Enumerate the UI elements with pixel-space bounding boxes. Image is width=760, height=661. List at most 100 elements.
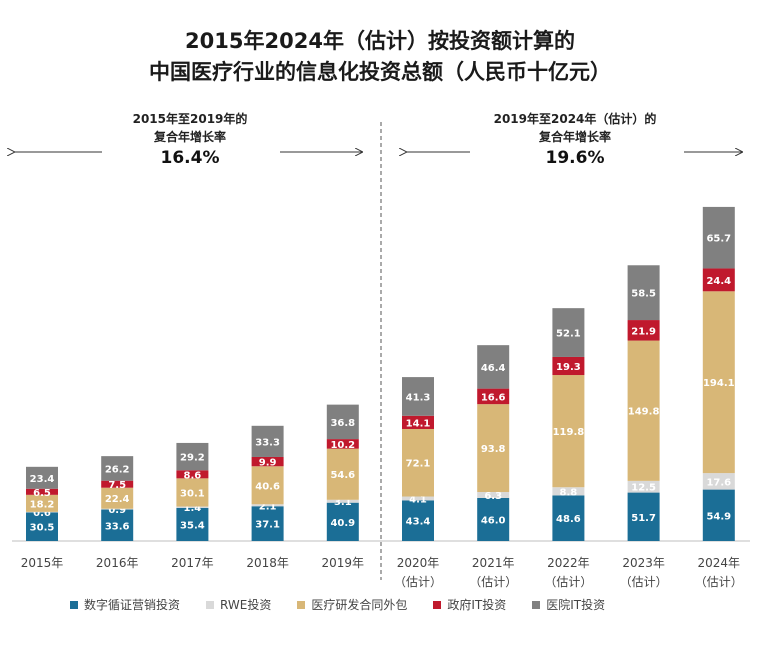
x-tick-sublabel: （估计）: [695, 575, 743, 589]
bar-segment: [326, 439, 359, 449]
x-tick-label: 2023年: [622, 556, 665, 570]
bar-segment: [251, 466, 284, 505]
legend-item: 政府IT投资: [433, 596, 506, 613]
legend-label: 医疗研发合同外包: [311, 598, 408, 612]
bar-segment: [101, 480, 134, 488]
cagr-right-line1: 2019年至2024年（估计）的: [493, 112, 657, 126]
bar-segment: [251, 425, 284, 457]
bar-segment: [101, 456, 134, 481]
data-label: 54.9: [706, 511, 731, 522]
data-label: 36.8: [330, 418, 355, 429]
data-label: 17.6: [706, 477, 731, 488]
data-label: 37.1: [255, 520, 280, 531]
data-label: 12.5: [631, 483, 656, 494]
chart-title-line1: 2015年2024年（估计）按投资额计算的: [185, 29, 575, 53]
x-tick-sublabel: （估计）: [469, 575, 517, 589]
bar-segment: [402, 377, 434, 416]
bar-segment: [251, 504, 284, 507]
bar-segment: [477, 345, 510, 389]
bar-segment: [552, 375, 585, 488]
legend-swatch: [70, 600, 78, 609]
data-label: 6.5: [33, 488, 51, 499]
x-tick-label: 2015年: [21, 556, 64, 570]
x-tick-sublabel: （估计）: [544, 575, 592, 589]
data-label: 30.5: [30, 523, 55, 534]
bar-segment: [176, 478, 209, 507]
data-label: 119.8: [553, 427, 585, 438]
legend-label: 政府IT投资: [447, 598, 507, 612]
legend-label: 医院IT投资: [546, 598, 606, 612]
data-label: 43.4: [406, 517, 431, 528]
bar-segment: [552, 495, 585, 541]
legend-swatch: [206, 600, 215, 609]
legend-item: RWE投资: [206, 596, 271, 613]
data-label: 149.8: [628, 407, 660, 418]
cagr-left-line2: 复合年增长率: [153, 130, 226, 144]
data-label: 93.8: [481, 444, 506, 455]
data-label: 194.1: [703, 378, 735, 389]
data-label: 51.7: [631, 513, 656, 524]
data-label: 23.4: [30, 474, 55, 485]
bar-segment: [702, 206, 735, 269]
bar-segment: [251, 506, 284, 541]
bar-segment: [477, 492, 510, 498]
bar-segment: [702, 489, 735, 541]
x-tick-label: 2020年: [397, 556, 440, 570]
bar-segment: [627, 492, 660, 541]
bar-segment: [26, 466, 58, 489]
x-tick-label: 2019年: [322, 556, 365, 570]
x-tick-label: 2024年: [698, 556, 741, 570]
data-label: 46.0: [481, 515, 506, 526]
bar-segment: [552, 487, 585, 496]
cagr-right-value: 19.6%: [545, 148, 605, 168]
bar-segment: [176, 506, 209, 508]
bar-segment: [176, 470, 209, 479]
chart-legend: 数字循证营销投资 RWE投资 医疗研发合同外包 政府IT投资 医院IT投资: [70, 596, 631, 613]
data-label: 35.4: [180, 520, 205, 531]
bar-segment: [627, 320, 660, 341]
data-label: 8.8: [560, 487, 578, 498]
bar-segment: [326, 502, 359, 541]
data-label: 41.3: [406, 392, 431, 403]
data-label: 1.4: [184, 503, 202, 514]
data-label: 0.6: [33, 508, 51, 519]
bar-segment: [627, 340, 660, 481]
cagr-left-line1: 2015年至2019年的: [132, 112, 248, 126]
bar-segment: [402, 500, 434, 541]
legend-swatch: [532, 600, 541, 609]
x-tick-label: 2018年: [246, 556, 289, 570]
bar-segment: [326, 499, 359, 503]
bar-segment: [176, 507, 209, 541]
x-tick-label: 2016年: [96, 556, 139, 570]
data-label: 22.4: [105, 494, 130, 505]
data-label: 33.3: [255, 437, 280, 448]
data-label: 14.1: [406, 418, 431, 429]
bar-segment: [702, 473, 735, 490]
bar-segment: [552, 308, 585, 357]
bar-segment: [477, 497, 510, 541]
bar-segment: [477, 404, 510, 493]
bar-segment: [101, 508, 134, 510]
bar-segment: [702, 268, 735, 292]
data-label: 72.1: [406, 459, 431, 470]
data-label: 26.2: [105, 464, 130, 475]
bar-segment: [101, 509, 134, 541]
x-tick-sublabel: （估计）: [620, 575, 668, 589]
bar-segment: [26, 488, 58, 495]
x-tick-label: 2017年: [171, 556, 214, 570]
data-label: 65.7: [706, 234, 731, 245]
bar-segment: [26, 494, 58, 512]
bar-segment: [176, 442, 209, 471]
bar-segment: [326, 404, 359, 440]
bar-segment: [326, 448, 359, 500]
bar-segment: [251, 456, 284, 467]
x-tick-label: 2021年: [472, 556, 515, 570]
legend-label: RWE投资: [220, 598, 272, 612]
data-label: 24.4: [706, 276, 731, 287]
bar-segment: [627, 480, 660, 493]
bar-segment: [702, 291, 735, 474]
data-label: 40.9: [330, 518, 355, 529]
data-label: 58.5: [631, 289, 656, 300]
legend-item: 医院IT投资: [532, 596, 605, 613]
bar-segment: [26, 512, 58, 541]
